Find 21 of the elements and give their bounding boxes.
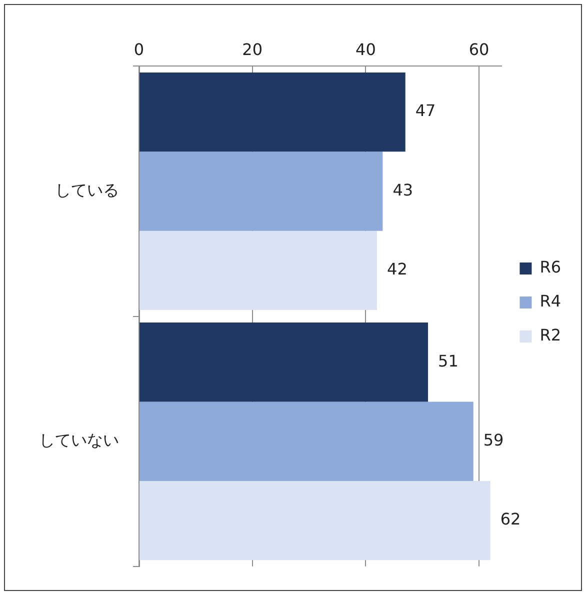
x-tick-label: 60 [468,40,490,59]
x-tick-label: 20 [242,40,263,59]
data-label: 43 [392,180,414,200]
x-tick-label: 40 [356,40,376,59]
bar [140,230,378,310]
legend-label: R2 [540,326,561,345]
bar [140,72,406,152]
y-tick-label: していない [39,430,119,450]
bar [140,480,490,560]
bar [140,322,428,402]
legend-label: R6 [540,258,561,277]
data-label: 47 [415,101,436,120]
data-label: 59 [483,430,504,450]
bar [140,152,383,231]
data-label: 62 [500,510,521,529]
data-label: 42 [387,260,408,279]
bar [140,402,474,481]
legend-label: R4 [540,292,561,311]
x-tick-label: 0 [134,40,144,59]
y-tick-label: している [55,180,119,200]
data-label: 51 [438,351,458,370]
